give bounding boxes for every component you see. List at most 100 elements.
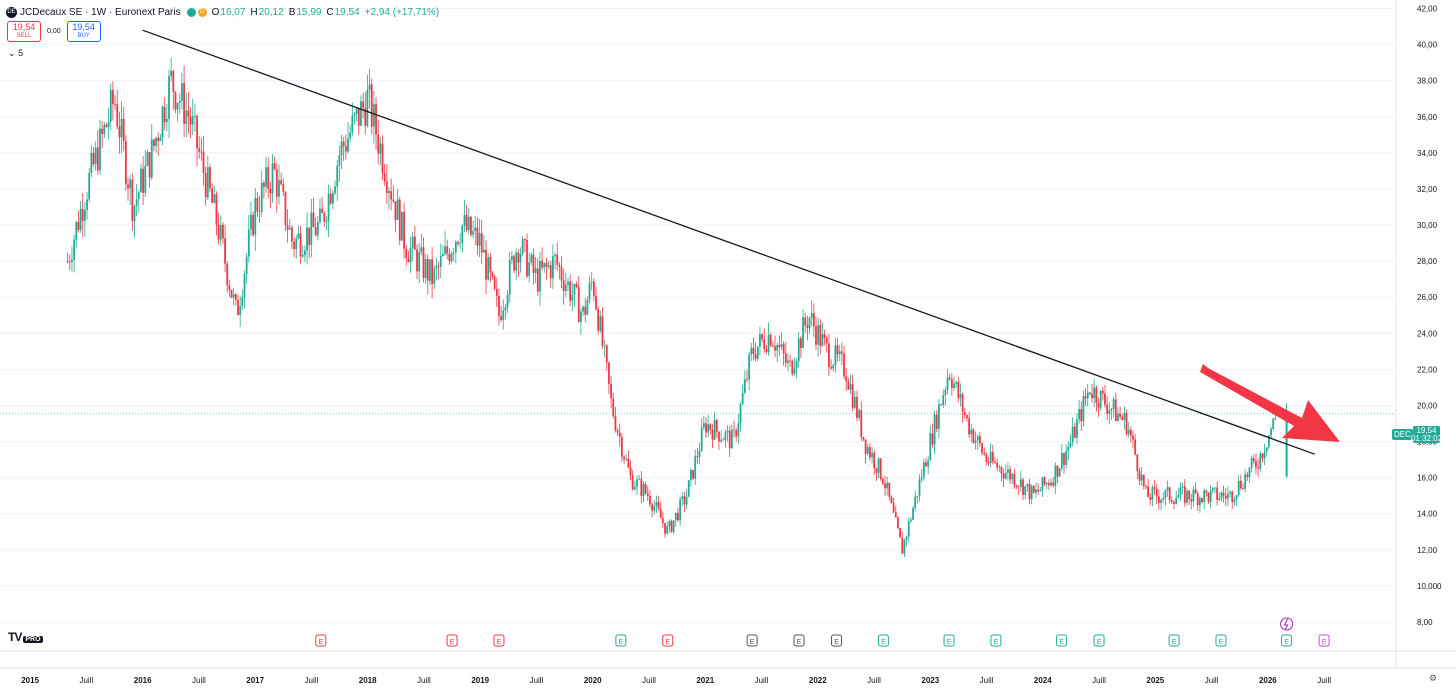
candle-body: [832, 365, 835, 369]
candle-body: [1007, 469, 1009, 473]
candle-body: [140, 168, 142, 193]
candle-body: [782, 344, 785, 354]
indicators-toggle[interactable]: ⌄ 5: [8, 48, 23, 59]
earnings-marker-label: E: [1219, 639, 1224, 646]
market-status-icon: D: [197, 7, 207, 17]
candle-body: [970, 429, 973, 435]
candle-body: [474, 227, 477, 232]
candle-body: [319, 208, 321, 223]
candle-body: [1119, 413, 1121, 417]
candle-body: [737, 423, 740, 437]
earnings-marker: [1168, 634, 1180, 647]
market-open-icon: [186, 7, 196, 17]
candle-body: [1091, 393, 1093, 399]
candle-body: [849, 384, 852, 390]
candle-body: [198, 148, 201, 152]
candle-body: [1166, 487, 1169, 491]
candle-body: [185, 110, 188, 124]
candle-body: [68, 261, 71, 263]
price-tick-label: 32,00: [1417, 185, 1438, 194]
time-tick-label: Juill: [1317, 676, 1331, 685]
earnings-marker-label: E: [1097, 639, 1102, 646]
candle-body: [79, 208, 82, 230]
candle-body: [1104, 393, 1106, 405]
candle-body: [894, 512, 897, 518]
candle-body: [1147, 486, 1150, 498]
candle-body: [562, 280, 565, 292]
candle-body: [392, 199, 395, 202]
candle-body: [532, 254, 535, 274]
price-tick-label: 12,00: [1417, 546, 1438, 555]
candle-body: [903, 539, 906, 554]
candle-body: [873, 452, 876, 469]
candle-body: [1179, 487, 1182, 496]
candle-body: [364, 107, 367, 126]
candle-body: [1086, 392, 1089, 399]
candle-body: [735, 430, 738, 437]
candle-body: [1175, 497, 1178, 504]
candle-body: [614, 416, 617, 431]
candle-body: [213, 194, 216, 203]
sell-button[interactable]: 19,54 SELL: [7, 21, 41, 42]
candle-body: [1162, 498, 1165, 500]
tradingview-logo[interactable]: TV PRO: [8, 630, 43, 644]
candle-body: [659, 508, 662, 519]
candle-body: [1071, 426, 1074, 443]
candle-body: [767, 334, 770, 353]
candle-body: [571, 294, 574, 301]
candle-body: [1056, 465, 1059, 477]
candle-body: [204, 172, 207, 198]
candle-body: [107, 121, 110, 127]
candle-body: [843, 353, 845, 377]
candle-body: [398, 199, 401, 241]
time-tick-label: 2023: [921, 676, 939, 685]
candle-body: [1181, 486, 1184, 488]
candle-body: [597, 309, 600, 331]
earnings-marker-label: E: [881, 639, 886, 646]
price-tick-label: 36,00: [1417, 113, 1438, 122]
gear-icon[interactable]: ⚙: [1429, 673, 1438, 683]
candle-body: [750, 347, 753, 355]
candle-body: [457, 241, 459, 244]
candle-body: [694, 456, 697, 479]
candle-body: [998, 467, 1001, 468]
candle-body: [739, 404, 742, 424]
symbol-title[interactable]: JCDecaux SE · 1W · Euronext Paris: [20, 6, 181, 18]
candle-body: [275, 169, 278, 197]
candle-body: [1186, 490, 1188, 503]
candle-body: [515, 252, 518, 271]
candle-body: [347, 138, 349, 152]
candle-body: [178, 100, 181, 104]
candle-body: [778, 344, 781, 347]
candle-body: [284, 191, 287, 226]
chevron-down-icon: ⌄: [8, 48, 16, 58]
candle-body: [450, 253, 453, 262]
candle-body: [81, 208, 84, 221]
last-candle-body: [1285, 413, 1288, 477]
candle-body: [1242, 488, 1244, 489]
candle-body: [109, 89, 112, 122]
candle-body: [388, 190, 390, 193]
candle-body: [325, 220, 328, 222]
candle-body: [226, 263, 229, 286]
candle-body: [422, 247, 425, 278]
candle-body: [521, 239, 524, 254]
candle-body: [379, 143, 382, 154]
candle-body: [441, 254, 444, 257]
candle-body: [845, 376, 848, 382]
candle-body: [1157, 496, 1160, 503]
candle-body: [437, 266, 440, 267]
candle-body: [1114, 399, 1117, 421]
candle-body: [672, 520, 675, 532]
candle-body: [163, 106, 166, 123]
candle-body: [297, 233, 300, 239]
candle-body: [189, 116, 192, 125]
candle-body: [972, 429, 975, 443]
candle-body: [567, 281, 569, 285]
candle-body: [815, 326, 817, 345]
candle-body: [66, 261, 69, 262]
buy-button[interactable]: 19,54 BUY: [66, 21, 101, 42]
time-tick-label: 2018: [359, 676, 377, 685]
candle-body: [71, 259, 73, 263]
